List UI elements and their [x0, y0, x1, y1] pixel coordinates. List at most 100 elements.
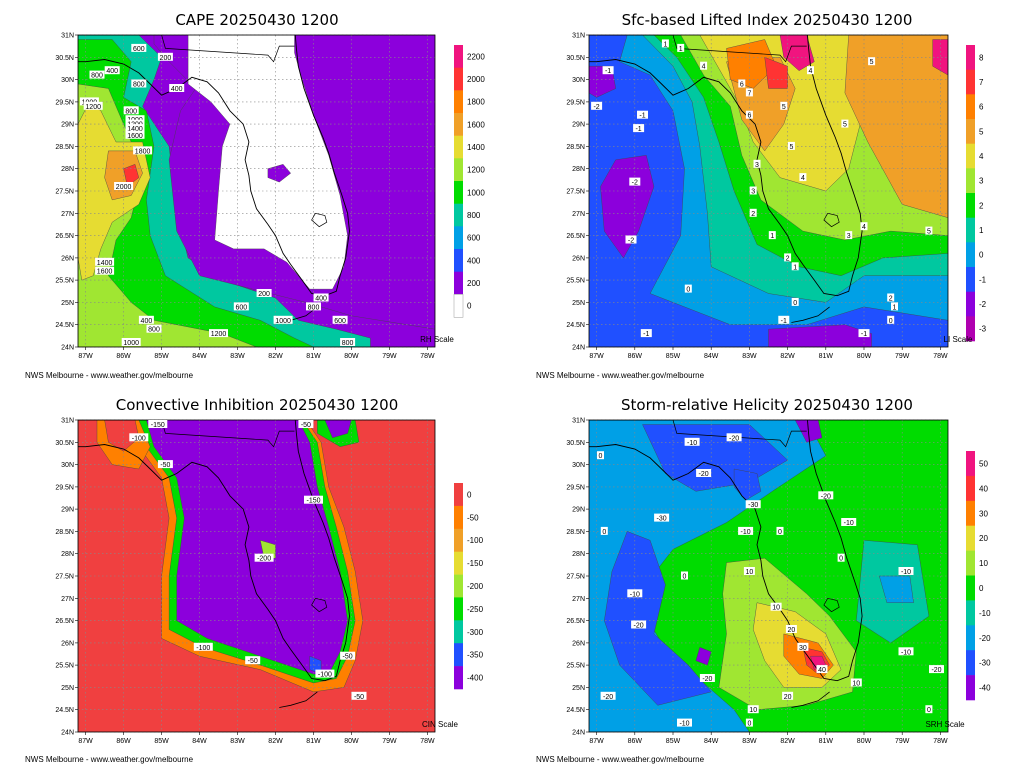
- y-tick-label: 25.5N: [566, 663, 585, 670]
- contour-label: -200: [254, 553, 274, 563]
- colorbar: 0 -50 -100 -150 -200 -250 -300 -350 -400: [454, 483, 484, 690]
- colorbar-swatch: [966, 475, 975, 502]
- svg-text:600: 600: [334, 318, 346, 325]
- colorbar-swatch: [454, 574, 463, 598]
- svg-text:-150: -150: [306, 498, 320, 505]
- field-region: [726, 39, 777, 89]
- contour-label: -50: [298, 420, 314, 429]
- x-tick-label: 87W: [589, 738, 604, 745]
- colorbar-swatch: [966, 193, 975, 218]
- x-tick-label: 80W: [344, 738, 359, 745]
- x-tick-label: 82W: [780, 353, 795, 360]
- svg-text:-20: -20: [699, 471, 709, 478]
- contour-label: 4: [860, 222, 868, 231]
- colorbar-swatch: [454, 67, 463, 91]
- y-tick-label: 25N: [572, 300, 585, 307]
- y-tick-label: 25N: [572, 685, 585, 692]
- svg-text:5: 5: [843, 122, 847, 129]
- colorbar-swatch: [454, 528, 463, 552]
- x-tick-label: 81W: [819, 353, 834, 360]
- y-tick-label: 24.5N: [55, 707, 74, 714]
- contour-label: -1: [640, 329, 652, 338]
- scale-label: SRH Scale: [925, 720, 965, 729]
- svg-text:800: 800: [342, 340, 354, 347]
- contour-label: 2: [784, 253, 792, 262]
- x-tick-label: 83W: [742, 738, 757, 745]
- colorbar-swatch: [454, 620, 463, 644]
- y-tick-label: 27.5N: [566, 189, 585, 196]
- colorbar-swatch: [454, 271, 463, 295]
- contour-label: 0: [684, 284, 692, 294]
- contour-label: 1: [768, 231, 776, 240]
- grid: [78, 34, 435, 348]
- y-tick-label: 24N: [572, 730, 585, 737]
- chart-title: Storm-relative Helicity 20250430 1200: [621, 396, 913, 414]
- contour-label: 1600: [95, 266, 115, 276]
- svg-text:-20: -20: [603, 694, 613, 701]
- svg-text:5: 5: [870, 59, 874, 66]
- y-tick-label: 29.5N: [55, 99, 74, 106]
- colorbar-swatch: [966, 600, 975, 626]
- colorbar-swatch: [454, 551, 463, 575]
- y-tick-label: 28N: [572, 551, 585, 558]
- x-tick-label: 78W: [933, 353, 948, 360]
- colorbar-label: 400: [467, 256, 481, 265]
- contour-label: 400: [313, 293, 329, 303]
- contour-label: 40: [816, 665, 828, 674]
- x-tick-label: 78W: [420, 353, 435, 360]
- chart-panel-3: Convective Inhibition 20250430 1200 87W 86…: [25, 396, 484, 764]
- contour-label: -20: [818, 491, 834, 500]
- field-region: [123, 164, 140, 187]
- svg-text:-1: -1: [639, 113, 645, 120]
- svg-text:-100: -100: [132, 435, 146, 442]
- y-tick-label: 28N: [61, 166, 74, 173]
- colorbar-swatch: [454, 643, 463, 667]
- y-tick-label: 31N: [61, 418, 74, 425]
- colorbar-swatch: [966, 45, 975, 70]
- coastline: [589, 420, 863, 708]
- colorbar-label: 600: [467, 234, 481, 243]
- x-tick-label: 80W: [857, 353, 872, 360]
- contour-label: -20: [631, 620, 647, 630]
- colorbar-swatch: [454, 181, 463, 204]
- x-tick-label: 83W: [742, 353, 757, 360]
- x-tick-label: 87W: [78, 353, 93, 360]
- svg-text:-20: -20: [931, 667, 941, 674]
- y-tick-label: 24.5N: [566, 322, 585, 329]
- contour-label: 1200: [83, 101, 103, 111]
- colorbar-swatch: [966, 94, 975, 120]
- svg-text:2000: 2000: [116, 184, 132, 191]
- map-field: [78, 420, 435, 732]
- colorbar-label: 800: [467, 211, 481, 220]
- contour-label: 1: [891, 302, 898, 311]
- colorbar-swatch: [966, 675, 975, 701]
- x-tick-label: 85W: [666, 353, 681, 360]
- contour-label: -50: [351, 691, 367, 701]
- svg-text:-20: -20: [634, 623, 644, 630]
- colorbar-label: -3: [979, 325, 987, 334]
- contour-label: 200: [256, 289, 272, 298]
- contour-label: 0: [925, 705, 933, 714]
- contour-label: 0: [597, 451, 604, 460]
- svg-text:4: 4: [862, 224, 866, 231]
- contour-label: -10: [684, 437, 700, 447]
- colorbar-label: 6: [979, 103, 984, 112]
- svg-text:-10: -10: [844, 520, 854, 527]
- contour-label: 5: [925, 226, 933, 236]
- svg-text:3: 3: [751, 189, 755, 196]
- field-region: [600, 155, 655, 259]
- y-tick-label: 28.5N: [55, 144, 74, 151]
- svg-text:-50: -50: [248, 658, 258, 665]
- svg-text:2: 2: [889, 296, 893, 303]
- contour-label: -20: [696, 469, 712, 478]
- colorbar-label: -40: [979, 684, 991, 693]
- svg-text:40: 40: [818, 667, 826, 674]
- y-tick-label: 25.5N: [55, 278, 74, 285]
- svg-text:-1: -1: [643, 331, 649, 338]
- contour-label: 2: [749, 208, 757, 218]
- contour-label: 30: [797, 642, 809, 652]
- contour-labels: -1-2-1-1-2-20-11146765554534321210-14321…: [591, 39, 933, 338]
- colorbar-label: 1000: [467, 188, 485, 197]
- svg-text:800: 800: [308, 304, 320, 311]
